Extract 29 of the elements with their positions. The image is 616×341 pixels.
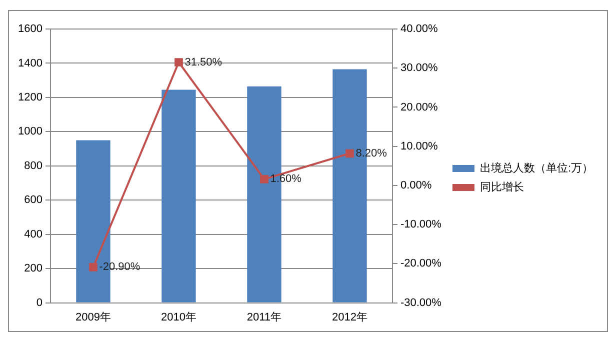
point	[346, 149, 354, 158]
x-tick-label: 2010年	[160, 311, 196, 324]
y-tick-label: 800	[24, 160, 42, 172]
y2-tick-label: 20.00%	[400, 101, 438, 114]
y-tick-label: 1000	[18, 126, 42, 138]
point	[89, 263, 98, 272]
y-tick-label: 0	[36, 296, 42, 309]
x-tick-label: 2012年	[332, 311, 368, 324]
y2-tick-label: -30.00%	[400, 296, 442, 309]
y-tick-label: 1400	[18, 57, 42, 70]
y2-tick-label: 0.00%	[400, 179, 432, 192]
y-tick-label: 1600	[18, 23, 42, 36]
bar	[162, 90, 196, 302]
y-tick-label: 1200	[18, 91, 42, 104]
legend-label: 同比增长	[480, 180, 524, 194]
y2-tick-label: 30.00%	[400, 62, 438, 74]
legend-label: 出境总人数（单位:万）	[480, 162, 594, 175]
point	[260, 175, 268, 184]
y2-tick-label: 10.00%	[400, 140, 438, 152]
y2-tick-label: 40.00%	[400, 23, 438, 36]
y-tick-label: 600	[24, 194, 42, 206]
y2-tick-label: -20.00%	[400, 258, 442, 270]
data-label: 31.50%	[184, 56, 222, 68]
y-tick-label: 200	[24, 262, 42, 275]
point	[174, 58, 183, 66]
x-tick-label: 2011年	[246, 311, 282, 324]
y-tick-label: 400	[24, 228, 42, 240]
x-tick-label: 2009年	[75, 311, 111, 324]
y2-tick-label: -10.00%	[400, 218, 442, 231]
